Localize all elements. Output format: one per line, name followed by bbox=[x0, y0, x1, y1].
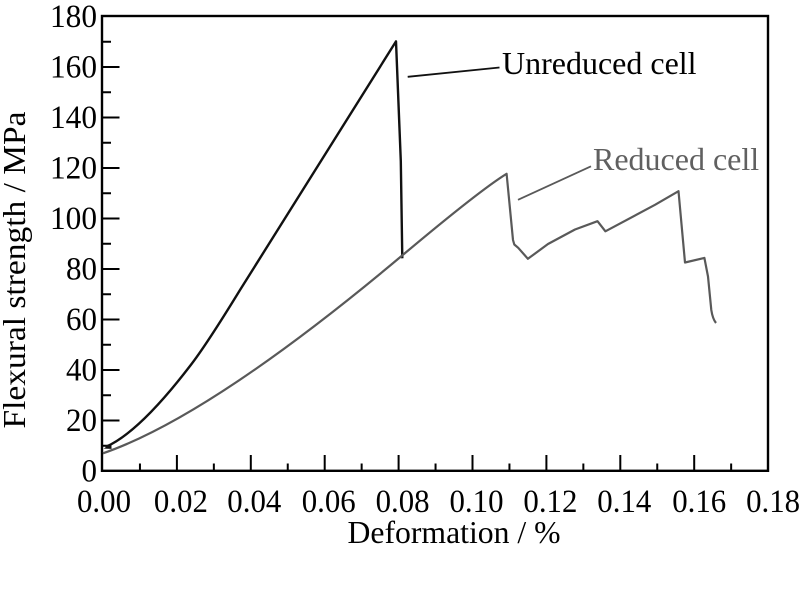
svg-text:0.02: 0.02 bbox=[154, 484, 208, 520]
svg-text:0.04: 0.04 bbox=[227, 484, 281, 520]
svg-text:80: 80 bbox=[66, 252, 97, 288]
svg-text:140: 140 bbox=[50, 100, 97, 136]
svg-text:0.10: 0.10 bbox=[450, 484, 504, 520]
svg-text:0.06: 0.06 bbox=[302, 484, 356, 520]
svg-text:Unreduced cell: Unreduced cell bbox=[502, 45, 697, 81]
svg-text:Deformation / %: Deformation / % bbox=[348, 514, 561, 550]
svg-text:0.08: 0.08 bbox=[376, 484, 430, 520]
svg-text:0.12: 0.12 bbox=[523, 484, 577, 520]
svg-text:180: 180 bbox=[50, 0, 97, 35]
svg-text:160: 160 bbox=[50, 50, 97, 86]
svg-text:0.14: 0.14 bbox=[597, 484, 651, 520]
svg-text:0.16: 0.16 bbox=[672, 484, 726, 520]
svg-text:100: 100 bbox=[50, 201, 97, 237]
svg-text:20: 20 bbox=[66, 403, 97, 439]
svg-text:Flexural strength / MPa: Flexural strength / MPa bbox=[0, 112, 32, 429]
svg-text:60: 60 bbox=[66, 302, 97, 338]
svg-text:0.18: 0.18 bbox=[746, 484, 800, 520]
svg-text:0.00: 0.00 bbox=[77, 484, 131, 520]
svg-text:40: 40 bbox=[66, 353, 97, 389]
svg-text:120: 120 bbox=[50, 151, 97, 187]
svg-text:Reduced cell: Reduced cell bbox=[593, 141, 759, 177]
svg-text:0: 0 bbox=[82, 454, 98, 490]
